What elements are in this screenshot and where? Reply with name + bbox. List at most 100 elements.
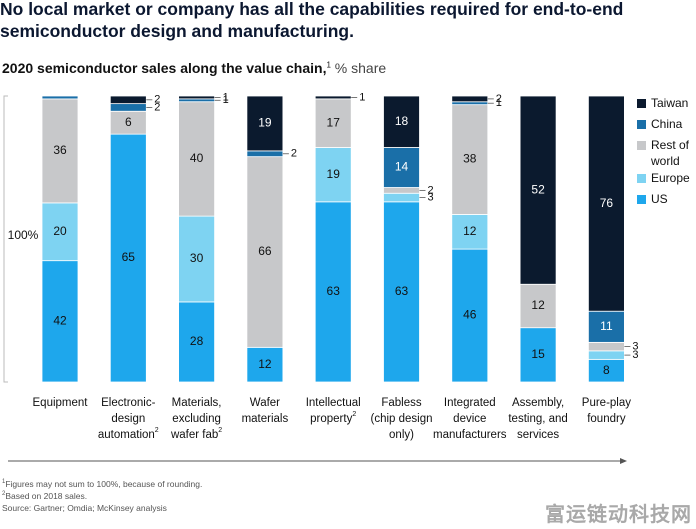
- value-label-outside: 3: [632, 349, 638, 361]
- legend-label: Europe: [651, 171, 690, 185]
- footnote-2: 2Based on 2018 sales.: [2, 491, 88, 501]
- footnote-1: 1Figures may not sum to 100%, because of…: [2, 479, 203, 489]
- value-label-outside: 3: [428, 191, 434, 203]
- bar-segment-europe: [41, 202, 79, 262]
- bar-segment-rest-of-world: [41, 98, 79, 204]
- value-label: 42: [53, 314, 67, 328]
- subtitle-main: 2020 semiconductor sales along the value…: [2, 60, 327, 76]
- bar-segment-taiwan: [109, 95, 147, 105]
- value-label: 19: [327, 167, 341, 181]
- bar-segment-china: [41, 95, 79, 100]
- category-label: testing, and: [508, 413, 567, 425]
- bar-segment-taiwan: [246, 95, 284, 152]
- bar-segment-taiwan: [519, 95, 557, 285]
- value-label-outside: 2: [291, 148, 297, 160]
- value-label: 12: [531, 298, 545, 312]
- chart-subtitle: 2020 semiconductor sales along the value…: [2, 60, 386, 76]
- legend-label: Rest of: [651, 138, 690, 152]
- chart-title: No local market or company has all the c…: [0, 0, 690, 42]
- value-label: 52: [531, 182, 545, 196]
- bar-segment-rest-of-world: [451, 104, 489, 215]
- legend-swatch: [637, 195, 646, 204]
- bar-segment-china: [451, 101, 489, 106]
- legend-label: China: [651, 117, 683, 131]
- value-label: 15: [531, 347, 545, 361]
- bar-segment-europe: [451, 214, 489, 250]
- category-label: device: [453, 413, 486, 425]
- value-label: 17: [327, 115, 341, 129]
- bar-segment-rest-of-world: [383, 187, 420, 194]
- chart-title-line-1: No local market or company has all the c…: [0, 0, 624, 19]
- value-label: 63: [327, 284, 341, 298]
- bar-segment-taiwan: [588, 95, 625, 312]
- category-label: materials: [242, 413, 289, 425]
- legend-swatch: [637, 141, 646, 150]
- bar-segment-taiwan: [383, 95, 420, 148]
- legend-swatch: [637, 99, 646, 108]
- value-label-outside: 1: [223, 94, 229, 106]
- value-label: 14: [395, 160, 409, 174]
- category-label: Electronic-: [101, 397, 155, 409]
- subtitle-footnote-ref: 1: [326, 60, 331, 70]
- value-label: 63: [395, 284, 409, 298]
- category-label: Pure-play: [582, 397, 631, 409]
- value-label-outside: 3: [632, 341, 638, 353]
- bar-segment-us: [519, 327, 557, 383]
- bar-segment-rest-of-world: [178, 101, 216, 217]
- category-label: foundry: [587, 413, 626, 425]
- category-label: only): [389, 429, 414, 441]
- value-label: 30: [190, 251, 204, 265]
- category-label: Equipment: [33, 397, 89, 409]
- bar-segment-europe: [588, 350, 625, 360]
- bar-segment-rest-of-world: [519, 283, 557, 329]
- bar-segment-us: [246, 346, 284, 383]
- category-label: Intellectual: [306, 397, 361, 409]
- value-label-outside: 2: [428, 184, 434, 196]
- value-label: 38: [463, 152, 477, 166]
- value-label: 40: [190, 151, 204, 165]
- bar-segment-china: [588, 310, 625, 343]
- legend-label: Taiwan: [651, 96, 688, 110]
- category-label: services: [517, 429, 559, 441]
- value-label: 46: [463, 308, 477, 322]
- bar-segment-us: [109, 133, 147, 383]
- footnote-source: Source: Gartner; Omdia; McKinsey analysi…: [2, 503, 167, 513]
- bar-segment-china: [246, 150, 284, 158]
- bar-segment-china: [383, 147, 420, 188]
- value-label: 76: [600, 196, 614, 210]
- bar-segment-rest-of-world: [246, 156, 284, 348]
- category-label: Wafer: [250, 397, 280, 409]
- legend-swatch: [637, 120, 646, 129]
- bar-segment-us: [383, 201, 420, 383]
- legend-label: world: [650, 154, 680, 168]
- bar-segment-us: [451, 248, 489, 383]
- watermark-text: 富运链动科技网: [545, 502, 692, 526]
- value-label: 12: [258, 357, 272, 371]
- category-label: Integrated: [444, 397, 496, 409]
- bar-segment-us: [178, 301, 216, 383]
- category-label: excluding: [172, 413, 221, 425]
- bar-segment-china: [109, 103, 147, 112]
- value-label: 6: [125, 115, 132, 129]
- value-label: 28: [190, 334, 204, 348]
- bar-segment-taiwan: [178, 95, 216, 100]
- category-label: (chip design: [370, 413, 432, 425]
- legend-swatch: [637, 174, 646, 183]
- bar-segment-us: [314, 201, 352, 383]
- bar-segment-taiwan: [451, 95, 489, 103]
- bar-segment-china: [178, 98, 216, 103]
- category-label: Assembly,: [512, 397, 564, 409]
- value-label-outside: 2: [154, 94, 160, 106]
- category-label: Fabless: [381, 397, 422, 409]
- category-label: automation2: [98, 427, 159, 441]
- category-label: Materials,: [172, 397, 222, 409]
- category-label: design: [111, 413, 145, 425]
- category-label: property2: [310, 411, 356, 425]
- value-label: 18: [395, 114, 409, 128]
- percent-bracket: [3, 95, 8, 383]
- value-label-outside: 1: [496, 97, 502, 109]
- value-label: 11: [600, 319, 613, 333]
- value-label-outside: 1: [223, 91, 229, 103]
- value-label: 12: [463, 224, 477, 238]
